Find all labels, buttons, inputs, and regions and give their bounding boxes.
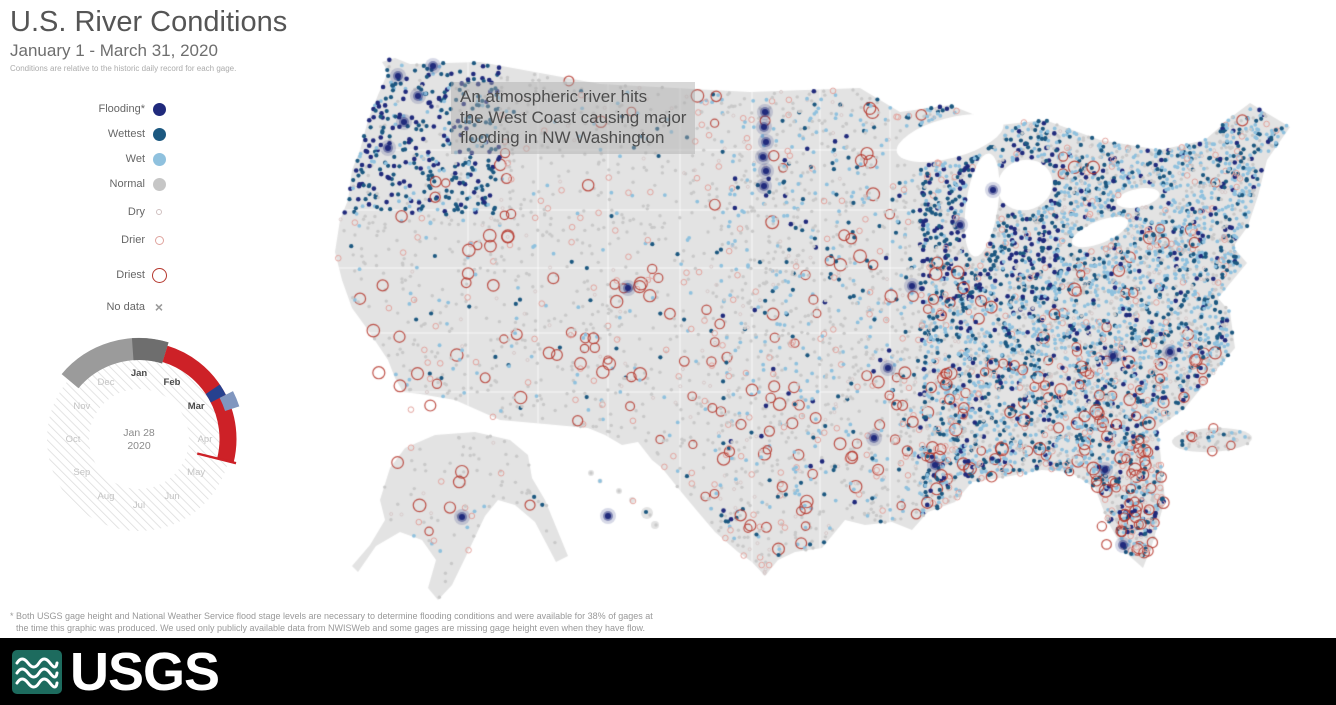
legend-item-driest: Driest xyxy=(50,266,168,284)
annotation-line: flooding in NW Washington xyxy=(460,128,665,148)
wheel-month-jan: Jan xyxy=(131,368,148,379)
wheel-month-mar: Mar xyxy=(188,401,205,412)
legend-item-drier: Drier xyxy=(50,231,168,249)
legend-item-wettest: Wettest xyxy=(50,125,168,143)
legend-label-wet: Wet xyxy=(125,153,145,165)
usgs-wave-icon xyxy=(12,649,62,694)
annotation-line: An atmospheric river hits xyxy=(460,87,648,106)
legend-label-drier: Drier xyxy=(121,234,145,246)
footnote-line: * Both USGS gage height and National Wea… xyxy=(10,611,653,621)
wheel-month-jun: Jun xyxy=(164,491,179,502)
wheel-center-disc xyxy=(89,389,189,489)
wheel-month-feb: Feb xyxy=(164,377,181,388)
wheel-month-apr: Apr xyxy=(198,434,213,445)
legend-label-normal: Normal xyxy=(109,178,145,190)
river-conditions-map xyxy=(300,0,1336,640)
wheel-arc xyxy=(219,391,240,412)
legend-label-flooding: Flooding* xyxy=(98,103,145,115)
flooding-symbol-icon xyxy=(150,100,168,118)
footnote: * Both USGS gage height and National Wea… xyxy=(10,611,653,634)
map-container xyxy=(300,0,1336,640)
legend-item-wet: Wet xyxy=(50,150,168,168)
wheel-month-nov: Nov xyxy=(73,401,90,412)
legend-item-dry: Dry xyxy=(50,203,168,221)
driest-symbol-icon xyxy=(150,266,168,284)
wheel-current-year: 2020 xyxy=(127,440,151,452)
legend: Flooding* Wettest Wet Normal Dry Drier Driest N… xyxy=(50,100,168,316)
page-title: U.S. River Conditions xyxy=(10,6,288,38)
nodata-symbol-icon: × xyxy=(154,299,164,315)
wheel-month-dec: Dec xyxy=(98,377,115,388)
usgs-logo: USGS xyxy=(12,641,220,702)
usgs-wordmark: USGS xyxy=(70,641,220,702)
wettest-symbol-icon xyxy=(150,125,168,143)
legend-label-nodata: No data xyxy=(106,301,145,313)
wheel-month-sep: Sep xyxy=(73,467,90,478)
wheel-current-date: Jan 28 xyxy=(123,427,155,439)
wheel-month-oct: Oct xyxy=(66,434,81,445)
legend-label-driest: Driest xyxy=(116,269,145,281)
date-range-subtitle: January 1 - March 31, 2020 xyxy=(10,41,218,60)
legend-item-nodata: No data × xyxy=(50,298,168,316)
wheel-arc xyxy=(205,384,226,403)
wet-symbol-icon xyxy=(150,150,168,168)
footer-bar: USGS xyxy=(0,638,1336,705)
legend-label-dry: Dry xyxy=(127,206,145,218)
legend-item-flooding: Flooding* xyxy=(50,100,168,118)
date-wheel: Jan 28 2020 Jan Feb Mar Apr May Jun Jul Aug Sep O… xyxy=(34,334,244,544)
annotation-line: the West Coast causing major xyxy=(460,107,687,127)
wheel-arc xyxy=(131,338,169,364)
normal-symbol-icon xyxy=(150,175,168,193)
wheel-month-jul: Jul xyxy=(133,500,145,511)
date-wheel-svg: Jan 28 2020 Jan Feb Mar Apr May Jun Jul Aug Sep O… xyxy=(47,338,240,531)
wheel-month-may: May xyxy=(187,467,205,478)
wheel-period-end-tick xyxy=(196,452,237,465)
dry-symbol-icon xyxy=(150,203,168,221)
legend-item-normal: Normal xyxy=(50,175,168,193)
legend-label-wettest: Wettest xyxy=(107,128,145,140)
footnote-line: the time this graphic was produced. We u… xyxy=(16,622,646,633)
drier-symbol-icon xyxy=(150,231,168,249)
wheel-month-aug: Aug xyxy=(98,491,115,502)
title-block: U.S. River Conditions January 1 - March … xyxy=(10,6,287,73)
conditions-note: Conditions are relative to the historic … xyxy=(10,64,237,73)
map-annotation: An atmospheric river hits the West Coast… xyxy=(451,82,696,155)
